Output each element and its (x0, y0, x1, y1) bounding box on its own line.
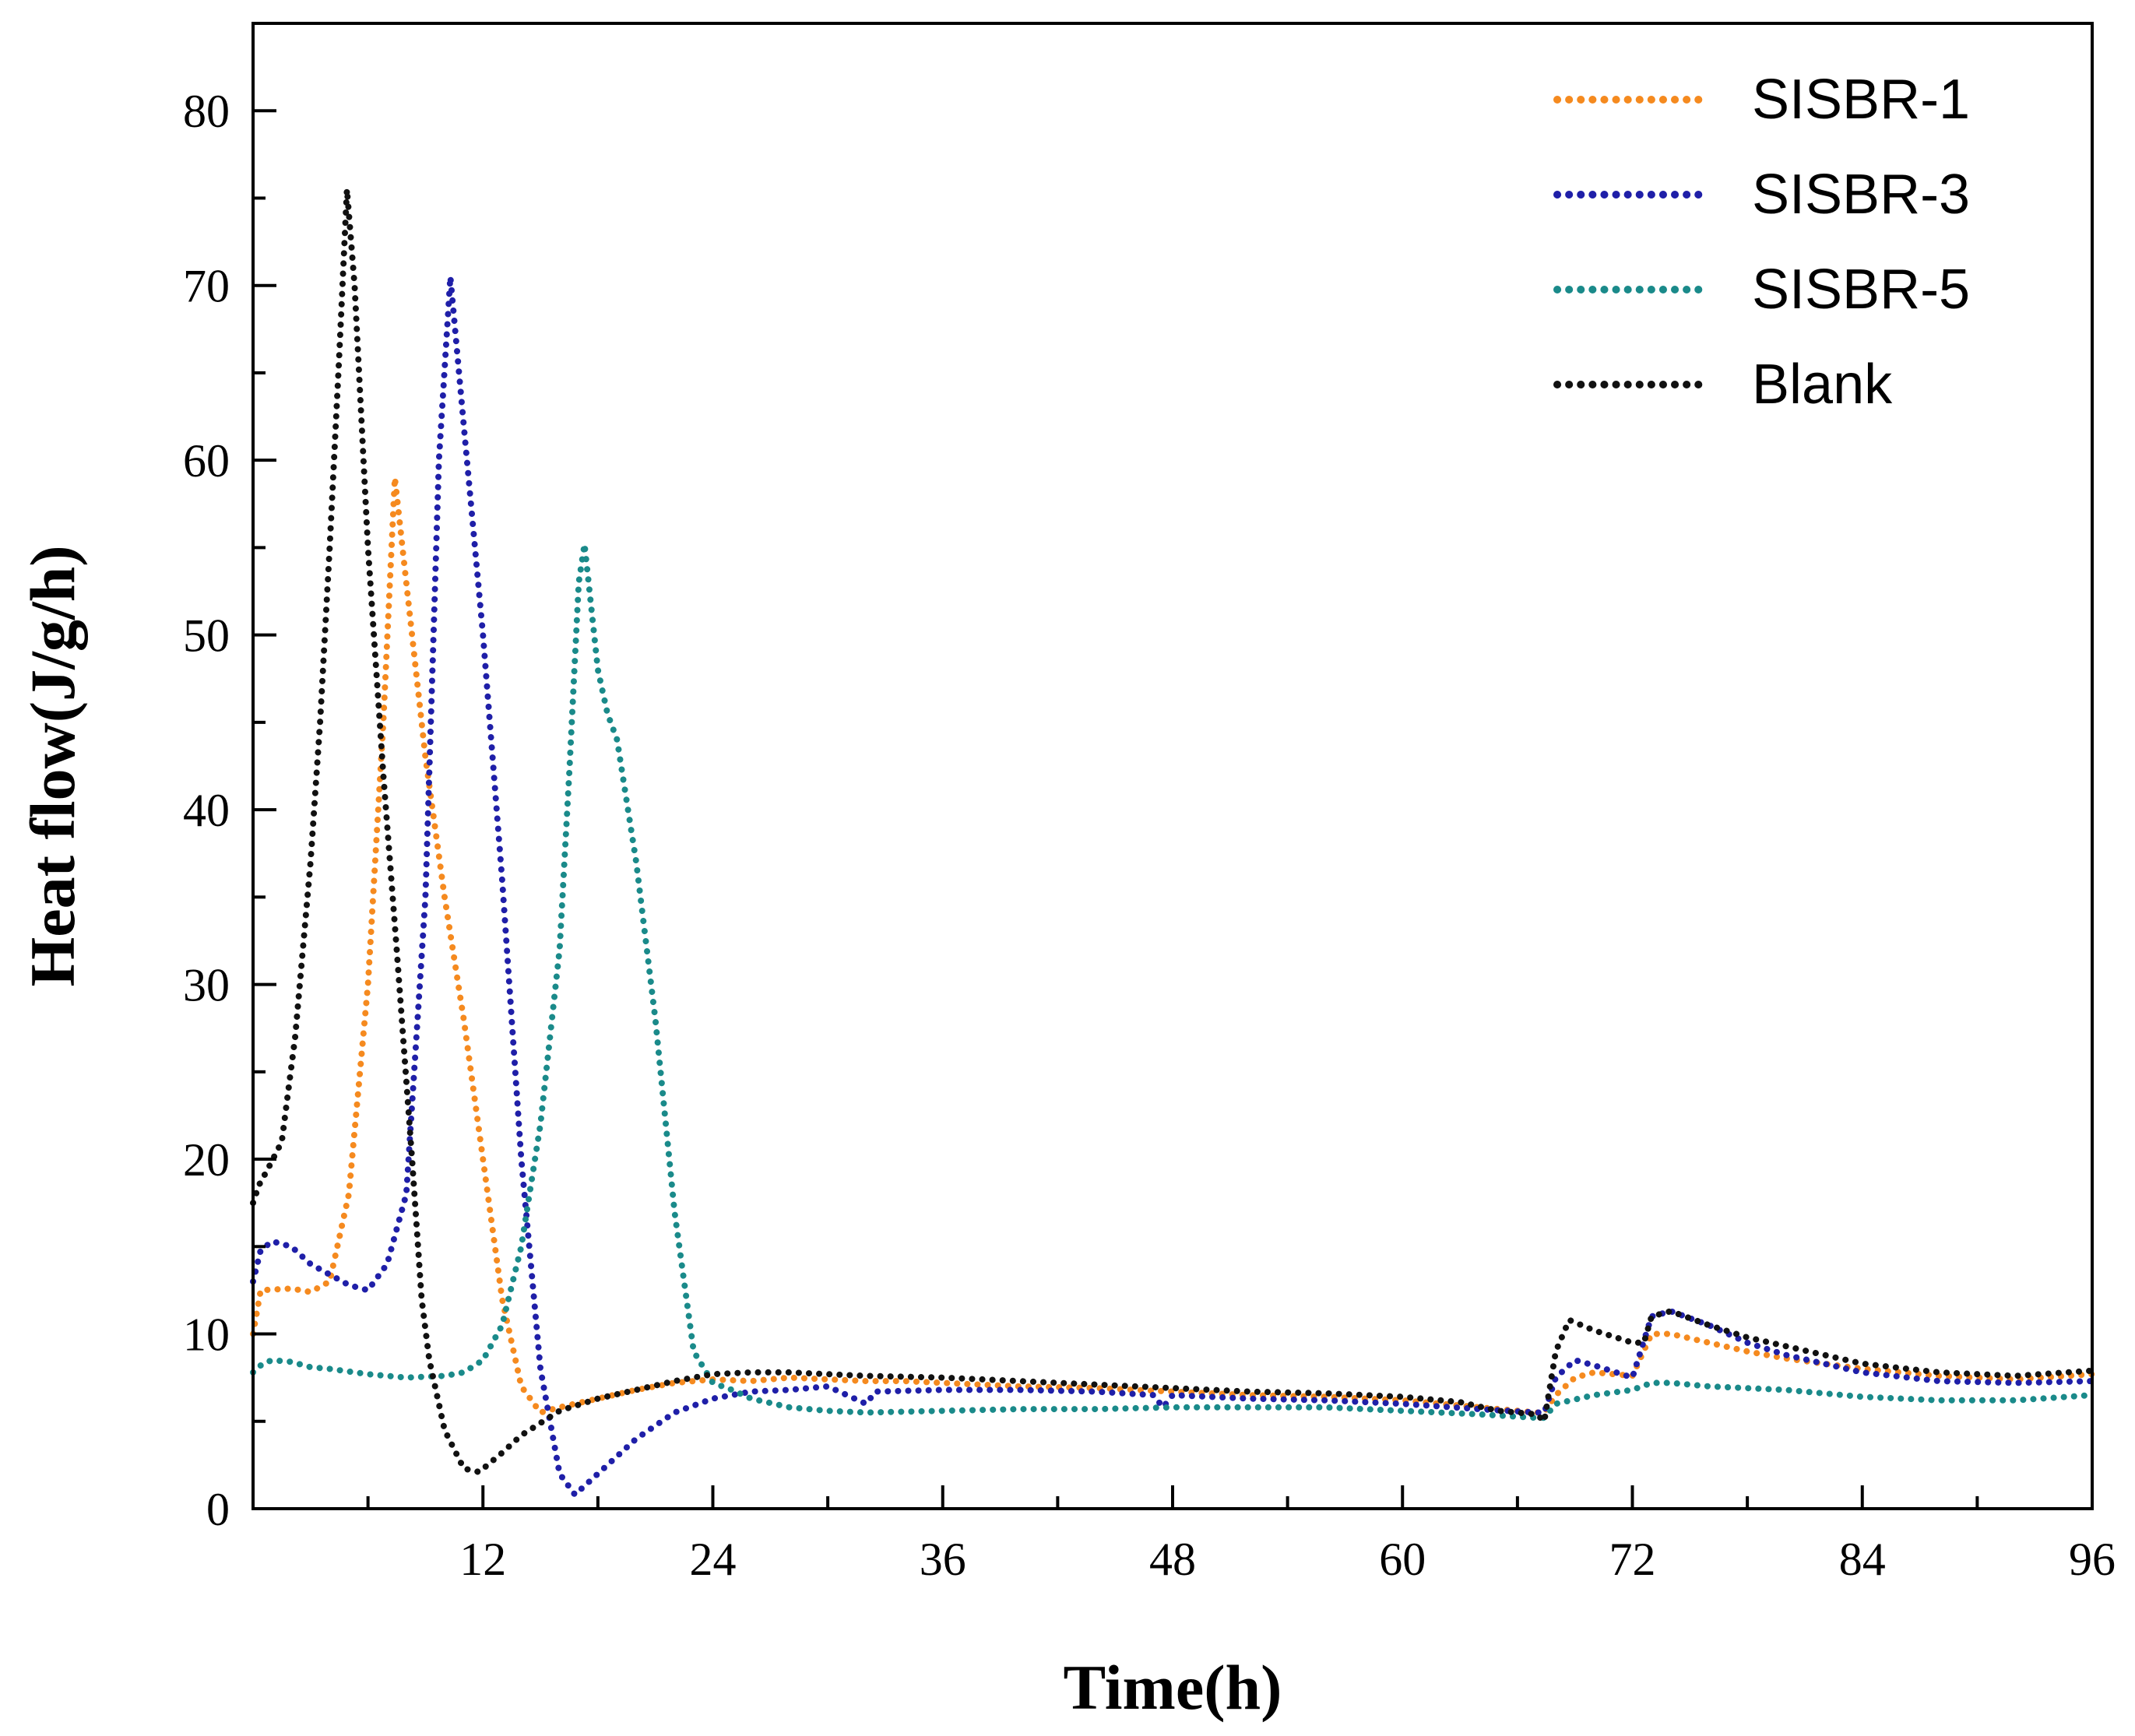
y-tick-label: 70 (183, 261, 230, 312)
y-tick-label: 80 (183, 86, 230, 137)
x-tick-label: 72 (1609, 1534, 1656, 1585)
legend-label-sisbr-1: SISBR-1 (1752, 69, 1970, 131)
legend-label-blank: Blank (1752, 353, 1893, 416)
x-tick-label: 60 (1379, 1534, 1426, 1585)
x-tick-label: 96 (2069, 1534, 2116, 1585)
series-line-sisbr-5 (250, 540, 2095, 1421)
legend: SISBR-1 SISBR-3 SISBR-5 Blank (1553, 69, 1970, 416)
x-tick-label: 24 (690, 1534, 737, 1585)
series-line-sisbr-1 (250, 474, 2095, 1416)
x-tick-label: 36 (920, 1534, 966, 1585)
y-tick-label: 10 (183, 1309, 230, 1361)
x-tick-label: 12 (459, 1534, 506, 1585)
series-layer (250, 186, 2095, 1498)
legend-label-sisbr-5: SISBR-5 (1752, 258, 1970, 321)
y-axis-title: Heat flow(J/g/h) (17, 545, 88, 986)
x-tick-label: 48 (1149, 1534, 1196, 1585)
y-tick-label: 20 (183, 1134, 230, 1186)
y-tick-label: 30 (183, 960, 230, 1011)
y-tick-label: 40 (183, 785, 230, 836)
x-axis-title: Time(h) (1064, 1652, 1282, 1723)
x-tick-label: 84 (1839, 1534, 1886, 1585)
ticks-layer: 12 24 36 48 60 72 84 96 0 10 20 30 40 50 60 70 80 (183, 86, 2116, 1585)
y-tick-label: 50 (183, 610, 230, 662)
series-line-sisbr-3 (250, 273, 2095, 1498)
legend-label-sisbr-3: SISBR-3 (1752, 163, 1970, 226)
series-line-blank (250, 186, 2095, 1475)
y-tick-label: 60 (183, 435, 230, 487)
y-tick-label: 0 (206, 1484, 230, 1535)
